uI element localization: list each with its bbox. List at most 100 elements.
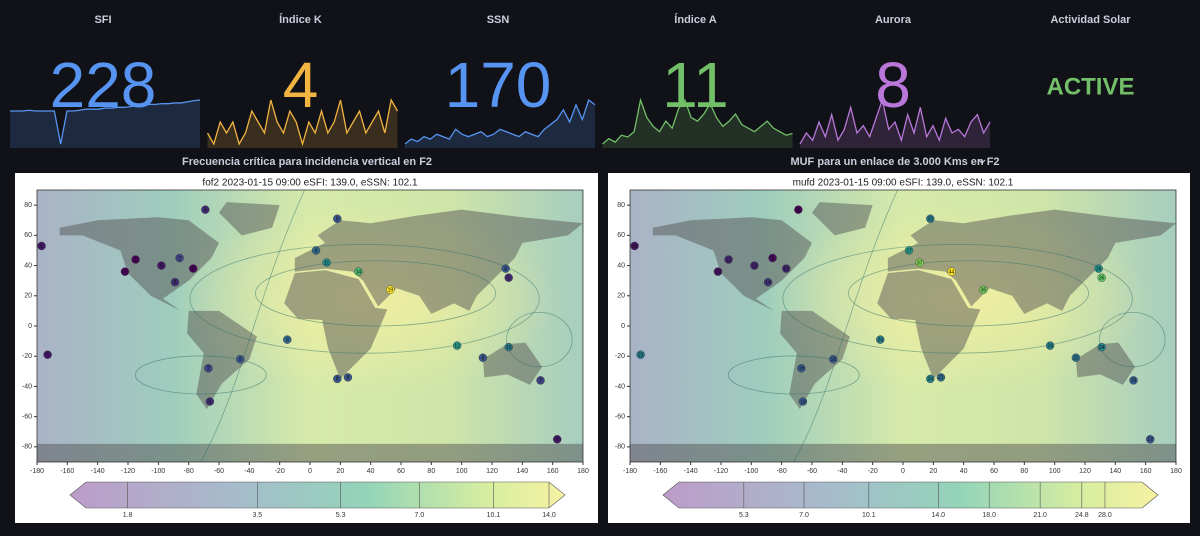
station-marker bbox=[504, 342, 513, 352]
x-tick-label: 80 bbox=[1020, 468, 1028, 475]
station-marker bbox=[189, 264, 198, 273]
station-value: 19 bbox=[1131, 378, 1137, 384]
x-tick-label: 60 bbox=[397, 468, 405, 475]
station-value: 8 bbox=[347, 375, 350, 381]
station-marker bbox=[553, 435, 562, 444]
station-marker bbox=[797, 364, 806, 373]
stat-title: Actividad Solar bbox=[1050, 14, 1131, 26]
x-tick-label: -40 bbox=[244, 468, 254, 475]
station-value: 12 bbox=[726, 257, 732, 263]
station-marker bbox=[763, 277, 773, 287]
station-marker bbox=[798, 397, 808, 406]
station-value: 4 bbox=[192, 266, 195, 272]
y-tick-label: 40 bbox=[617, 262, 625, 269]
continent bbox=[887, 209, 1176, 314]
station-marker bbox=[322, 258, 331, 267]
continent bbox=[37, 443, 583, 462]
contour-line bbox=[134, 355, 267, 395]
stat-title: SSN bbox=[487, 14, 510, 26]
stat-value: 228 bbox=[50, 49, 157, 121]
x-tick-label: -100 bbox=[744, 468, 758, 475]
stat-title: Índice K bbox=[279, 13, 322, 26]
station-value: 6 bbox=[209, 399, 212, 405]
station-value: 24 bbox=[1047, 343, 1053, 349]
x-tick-label: 140 bbox=[516, 468, 528, 475]
continent bbox=[187, 310, 257, 410]
contour-line bbox=[848, 260, 1090, 327]
colorbar-tick-label: 5.3 bbox=[739, 512, 749, 519]
station-marker bbox=[205, 397, 215, 406]
panel-menu-chevron[interactable] bbox=[978, 159, 986, 164]
station-value: 4 bbox=[134, 257, 137, 263]
contour-line bbox=[189, 243, 540, 354]
colorbar-tick-label: 14.0 bbox=[542, 512, 556, 519]
x-tick-label: -100 bbox=[151, 468, 165, 475]
station-marker bbox=[504, 273, 513, 282]
station-marker bbox=[170, 277, 180, 287]
panel-title: Frecuencia crítica para incidencia verti… bbox=[182, 156, 432, 168]
station-marker bbox=[926, 374, 935, 384]
x-tick-label: -60 bbox=[807, 468, 817, 475]
station-value: 18 bbox=[800, 399, 806, 405]
stat-title: SFI bbox=[94, 14, 111, 26]
contour-line bbox=[506, 311, 573, 368]
contour-line bbox=[782, 243, 1133, 354]
station-value: 7 bbox=[539, 378, 542, 384]
y-tick-label: 80 bbox=[617, 202, 625, 209]
y-tick-label: -60 bbox=[22, 413, 32, 420]
stat-title: Aurora bbox=[875, 14, 912, 26]
station-value: 8 bbox=[482, 356, 485, 362]
x-tick-label: -120 bbox=[121, 468, 135, 475]
station-marker bbox=[1045, 341, 1055, 350]
x-tick-label: -140 bbox=[684, 468, 698, 475]
terminator bbox=[793, 189, 898, 463]
land bbox=[37, 202, 583, 462]
stat-value: 11 bbox=[662, 49, 728, 121]
station-marker bbox=[829, 355, 838, 364]
y-tick-label: -80 bbox=[615, 444, 625, 451]
station-value: 7 bbox=[207, 366, 210, 372]
continent bbox=[630, 443, 1176, 462]
station-marker bbox=[1097, 342, 1106, 352]
x-tick-label: 160 bbox=[1140, 468, 1152, 475]
station-value: 17 bbox=[1147, 437, 1153, 443]
x-tick-label: -180 bbox=[623, 468, 637, 475]
station-value: 12 bbox=[752, 263, 758, 269]
x-tick-label: -20 bbox=[868, 468, 878, 475]
continent bbox=[1075, 342, 1136, 385]
x-tick-label: -160 bbox=[653, 468, 667, 475]
y-tick-label: 40 bbox=[24, 262, 32, 269]
x-tick-label: 20 bbox=[336, 468, 344, 475]
sparkline bbox=[404, 98, 596, 145]
station-marker bbox=[926, 214, 935, 223]
colorbar-tick-label: 7.0 bbox=[414, 512, 424, 519]
y-tick-label: 80 bbox=[24, 202, 32, 209]
station-value: 8 bbox=[504, 266, 507, 272]
station-value: 8 bbox=[336, 377, 339, 383]
station-marker bbox=[782, 264, 791, 273]
x-tick-label: 20 bbox=[929, 468, 937, 475]
station-value: 5 bbox=[160, 263, 163, 269]
station-value: 6 bbox=[204, 208, 207, 214]
colorbar-tick-label: 1.8 bbox=[123, 512, 133, 519]
station-marker bbox=[794, 205, 803, 214]
x-tick-label: -40 bbox=[837, 468, 847, 475]
y-tick-label: 20 bbox=[24, 293, 32, 300]
station-marker bbox=[904, 246, 914, 255]
stat-title: Índice A bbox=[674, 13, 716, 26]
station-marker bbox=[630, 241, 639, 251]
station-marker bbox=[201, 205, 210, 214]
station-marker bbox=[636, 350, 645, 359]
continent bbox=[219, 202, 280, 236]
station-value: 8 bbox=[336, 217, 339, 223]
x-tick-label: 100 bbox=[1049, 468, 1061, 475]
station-marker bbox=[768, 253, 777, 263]
station-value: 9 bbox=[286, 337, 289, 343]
y-tick-label: 60 bbox=[617, 232, 625, 239]
station-marker bbox=[1094, 264, 1103, 273]
y-tick-label: 60 bbox=[24, 232, 32, 239]
colorbar-tick-label: 10.1 bbox=[862, 512, 876, 519]
x-tick-label: 0 bbox=[901, 468, 905, 475]
